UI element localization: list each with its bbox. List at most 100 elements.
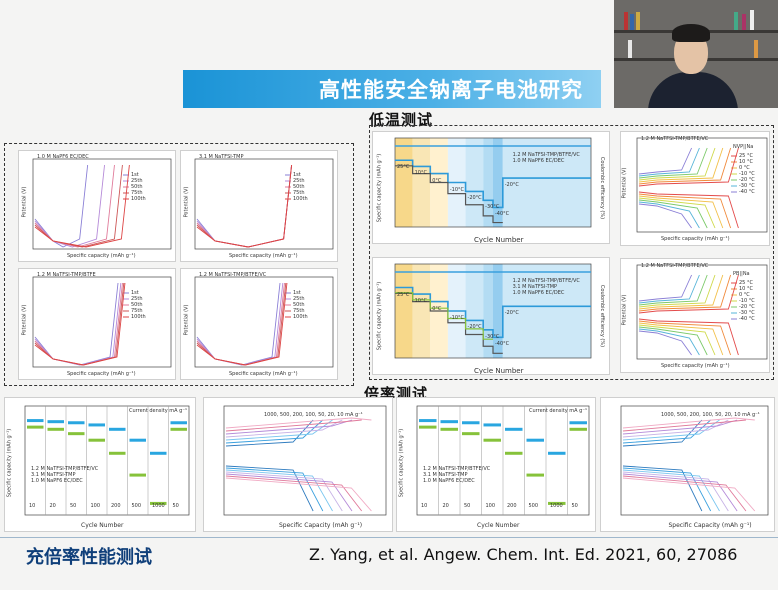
discharge-curve bbox=[638, 318, 739, 356]
discharge-curve bbox=[34, 164, 89, 248]
capacity-segment-a bbox=[68, 421, 85, 425]
legend-entry: -10 °C bbox=[739, 298, 755, 304]
charge-curve bbox=[638, 274, 693, 302]
y-axis-label: Specific capacity (mAh g⁻¹) bbox=[398, 428, 405, 497]
legend-entry: 25 °C bbox=[739, 153, 753, 159]
citation: Z. Yang, et al. Angew. Chem. Int. Ed. 20… bbox=[309, 545, 738, 564]
capacity-segment-a bbox=[462, 421, 480, 425]
temperature-label: -40°C bbox=[494, 211, 510, 218]
legend-entry: 75th bbox=[293, 190, 305, 196]
legend-entry: 1.0 M NaPF6 EC/DEC bbox=[512, 158, 565, 164]
x-axis-label: Specific capacity (mAh g⁻¹) bbox=[229, 371, 298, 377]
discharge-curve bbox=[225, 467, 324, 512]
discharge-curve bbox=[622, 473, 738, 512]
legend-entry: -30 °C bbox=[739, 183, 755, 189]
cycling-group-box bbox=[4, 143, 354, 386]
rate-label: 50 bbox=[464, 503, 471, 509]
discharge-curve bbox=[196, 164, 293, 248]
temperature-label: 0°C bbox=[432, 305, 442, 312]
temperature-label: 10°C bbox=[414, 170, 427, 177]
legend-entry: -20 °C bbox=[739, 304, 755, 310]
y-axis-label: Potential (V) bbox=[21, 304, 28, 336]
temperature-band bbox=[395, 264, 413, 358]
capacity-segment-a bbox=[47, 420, 64, 424]
discharge-curve bbox=[196, 164, 293, 248]
legend-entry: 1.0 M NaPF6 EC/DEC bbox=[512, 290, 565, 296]
charge-curve bbox=[622, 419, 729, 438]
panel-title: 3.1 M NaTFSI-TMP bbox=[199, 154, 244, 160]
charge-curve bbox=[638, 274, 700, 304]
plot-svg bbox=[394, 137, 592, 228]
capacity-series-b bbox=[395, 292, 493, 340]
capacity-segment-b bbox=[47, 427, 64, 431]
capacity-segment-a bbox=[150, 451, 167, 455]
x-axis-label: Specific capacity (mAh g⁻¹) bbox=[67, 371, 136, 377]
legend-entry: 50th bbox=[131, 302, 143, 308]
legend-entry: 1.2 M NaTFSI-TMP/BTFE/VC bbox=[512, 278, 580, 284]
charge-curve bbox=[622, 419, 703, 447]
temperature-label: -20°C bbox=[467, 195, 482, 202]
x-axis-label: Cycle Number bbox=[81, 522, 124, 529]
legend-entry: 0 °C bbox=[739, 165, 750, 171]
temperature-label: -40°C bbox=[494, 341, 510, 348]
plot-svg bbox=[636, 137, 768, 233]
legend-entry: 1st bbox=[293, 172, 301, 178]
discharge-curve bbox=[638, 197, 716, 229]
rate-label: 500 bbox=[528, 503, 539, 509]
x-axis-label: Cycle Number bbox=[474, 236, 524, 244]
voltage-profile-panel: 1.0 M NaPF6 EC/DEC Specific capacity (mAh… bbox=[18, 150, 176, 262]
low-temp-group-box bbox=[369, 125, 774, 380]
legend-entry: 25th bbox=[131, 296, 143, 302]
plot-svg bbox=[416, 405, 590, 516]
charge-curve bbox=[225, 417, 372, 429]
discharge-curve bbox=[638, 201, 700, 229]
discharge-curve bbox=[638, 328, 700, 356]
legend-entry: -30 °C bbox=[739, 310, 755, 316]
plot-frame bbox=[394, 263, 592, 359]
charge-curve bbox=[622, 419, 746, 432]
capacity-segment-a bbox=[440, 420, 458, 424]
low-temp-voltage-panel: 1.2 M NaTFSI-TMP/BTFE/VC NVP||Na 25 °C 10 °… bbox=[620, 131, 770, 246]
capacity-segment-b bbox=[440, 427, 458, 431]
voltage-profile-panel: 3.1 M NaTFSI-TMP Specific capacity (mAh g… bbox=[180, 150, 338, 262]
plot-svg bbox=[620, 405, 769, 516]
capacity-segment-a bbox=[526, 438, 544, 442]
voltage-profile-panel: 1.2 M NaTFSI-TMP/BTFE Specific capacity (… bbox=[18, 268, 176, 380]
temperature-label: -10°C bbox=[449, 186, 465, 193]
webcam-video bbox=[614, 0, 778, 108]
temperature-label: 10°C bbox=[414, 298, 427, 305]
legend-entry: 1.0 M NaPF6 EC/DEC bbox=[31, 477, 83, 484]
rate-label: 20 bbox=[442, 503, 449, 509]
legend-entry: 100th bbox=[293, 196, 308, 202]
capacity-segment-b bbox=[483, 438, 501, 442]
charge-curve bbox=[638, 147, 708, 179]
charge-curve bbox=[225, 419, 314, 447]
discharge-curve bbox=[34, 282, 126, 366]
temperature-band bbox=[483, 264, 493, 358]
discharge-curve bbox=[34, 282, 122, 366]
legend-entry: 75th bbox=[131, 190, 143, 196]
y-axis-label: Potential (V) bbox=[621, 294, 628, 326]
rate-voltage-panel: Specific Capacity (mAh g⁻¹)Potential (V)… bbox=[600, 397, 775, 532]
discharge-curve bbox=[225, 473, 353, 512]
x-axis-label: Specific capacity (mAh g⁻¹) bbox=[661, 363, 730, 369]
x-axis-label: Specific capacity (mAh g⁻¹) bbox=[229, 253, 298, 259]
plot-svg bbox=[24, 405, 190, 516]
charge-curve bbox=[638, 274, 708, 306]
capacity-segment-a bbox=[27, 419, 44, 423]
capacity-segment-b bbox=[548, 501, 566, 505]
rate-label: 200 bbox=[111, 503, 121, 509]
capacity-series-a bbox=[395, 159, 591, 209]
charge-curve bbox=[638, 147, 724, 183]
discharge-curve bbox=[622, 475, 747, 512]
charge-curve bbox=[638, 274, 724, 310]
legend-entry: 1.2 M NaTFSI-TMP/BTFE/VC bbox=[512, 152, 580, 158]
legend-entry: 1st bbox=[293, 290, 301, 296]
rate-label: 200 bbox=[507, 503, 517, 509]
capacity-segment-b bbox=[150, 501, 167, 505]
rate-label: 10 bbox=[421, 503, 428, 509]
capacity-segment-b bbox=[88, 438, 105, 442]
legend-entry: -10 °C bbox=[739, 171, 755, 177]
panel-title: 1.0 M NaPF6 EC/DEC bbox=[37, 154, 89, 160]
legend-entry: 3.1 M NaTFSI-TMP bbox=[31, 471, 76, 478]
